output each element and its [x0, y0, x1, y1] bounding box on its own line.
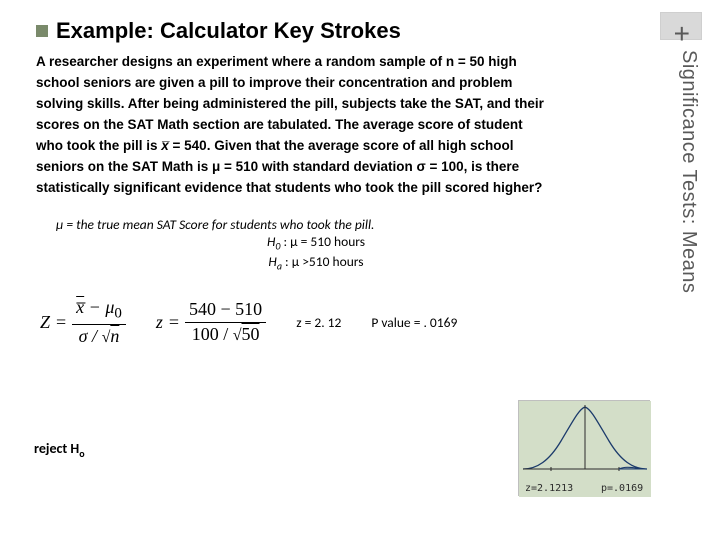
reject-text: reject H — [34, 440, 79, 457]
hypotheses-block: μ = the true mean SAT Score for students… — [56, 216, 616, 272]
problem-line: school seniors are given a pill to impro… — [36, 75, 512, 90]
problem-line: statistically significant evidence that … — [36, 180, 542, 195]
z-stat: z = 2. 12 — [296, 314, 341, 331]
f1-den-sigma: σ / — [79, 326, 102, 346]
f2-den-a: 100 / — [192, 324, 233, 344]
bullet-icon — [36, 25, 48, 37]
problem-line: A researcher designs an experiment where… — [36, 54, 517, 69]
problem-line: solving skills. After being administered… — [36, 96, 544, 111]
problem-line: seniors on the SAT Math is μ = 510 with … — [36, 159, 519, 174]
reject-h0: reject Ho — [34, 440, 85, 460]
z-formula-numeric: z = 540 − 510 100 / √50 — [156, 300, 266, 345]
ha-label: H — [268, 253, 276, 270]
equals: = — [56, 312, 66, 333]
z-formula-general: Z = x̅ − μ0 σ / √n — [40, 298, 126, 347]
sqrt-icon-2: √ — [233, 327, 242, 344]
f1-num-sub: 0 — [114, 306, 122, 322]
f2-num: 540 − 510 — [185, 300, 266, 323]
f1-den-n: n — [110, 326, 119, 346]
equals-2: = — [169, 312, 179, 333]
z-var: Z — [40, 312, 50, 333]
heading-rest: Calculator Key Strokes — [154, 18, 401, 43]
f1-num-xbar: x̅ — [76, 297, 84, 317]
ha-right: : μ >510 hours — [282, 253, 364, 270]
p-value: P value = . 0169 — [371, 314, 457, 331]
vertical-section-title: Significance Tests: Means — [677, 50, 700, 380]
problem-line: = 540. Given that the average score of a… — [169, 138, 514, 153]
calc-p-label: p=.0169 — [601, 483, 643, 494]
problem-text: A researcher designs an experiment where… — [36, 52, 636, 198]
corner-plus-icon: + — [674, 18, 690, 50]
slide-heading: Example: Calculator Key Strokes — [36, 18, 401, 44]
heading-lead: Example: — [56, 18, 154, 43]
f2-den-c: 50 — [242, 324, 260, 344]
h0-right: : μ = 510 hours — [280, 233, 365, 250]
z-var-2: z — [156, 312, 163, 333]
problem-line: scores on the SAT Math section are tabul… — [36, 117, 523, 132]
calculator-screenshot: z=2.1213 p=.0169 — [518, 400, 650, 496]
fraction-2: 540 − 510 100 / √50 — [185, 300, 266, 345]
formula-row: Z = x̅ − μ0 σ / √n z = 540 − 510 100 / √… — [40, 298, 660, 347]
xbar-symbol: x̅ — [161, 138, 169, 153]
problem-line: who took the pill is — [36, 138, 161, 153]
mu-definition: μ = the true mean SAT Score for students… — [56, 216, 374, 233]
slide-root: + Significance Tests: Means Example: Cal… — [0, 0, 720, 540]
fraction-1: x̅ − μ0 σ / √n — [72, 298, 126, 347]
reject-sub: o — [79, 447, 84, 460]
calc-z-label: z=2.1213 — [525, 483, 573, 494]
f1-num-mu: − μ — [84, 297, 114, 317]
